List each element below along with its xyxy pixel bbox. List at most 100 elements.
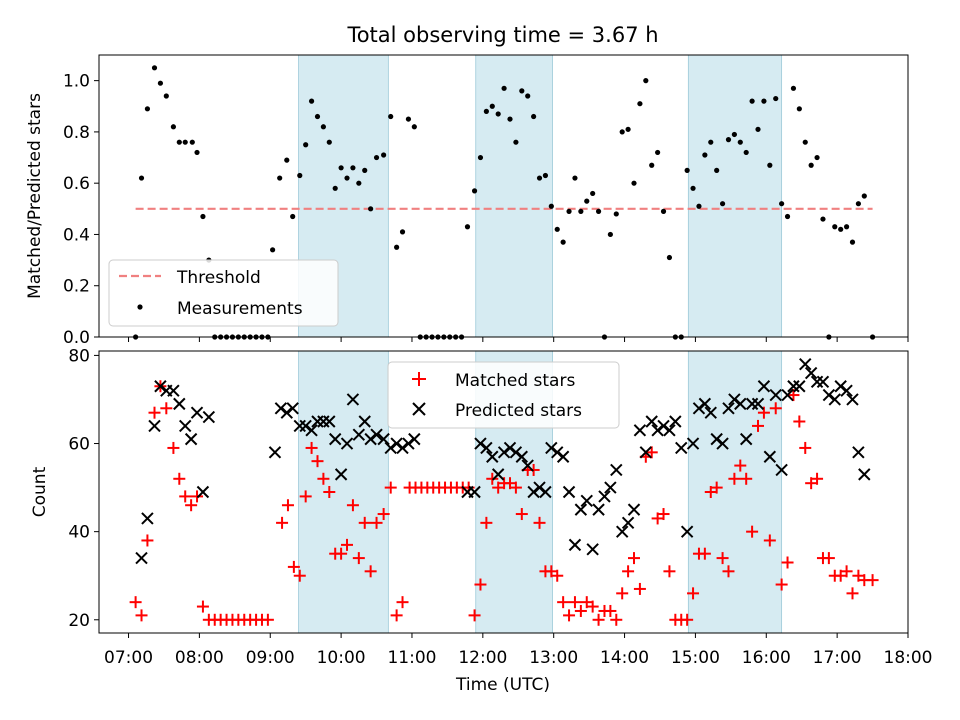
x-tick-label: 18:00: [884, 648, 933, 668]
y-tick-label: 40: [68, 523, 90, 543]
measurement-point: [542, 172, 549, 179]
x-tick-label: 07:00: [104, 648, 153, 668]
measurement-point: [536, 175, 543, 181]
matched-stars-point: [840, 565, 853, 578]
predicted-stars-point: [810, 375, 824, 389]
measurement-point: [702, 152, 708, 158]
predicted-stars-point: [545, 441, 558, 455]
bottom-plot-frame: [98, 350, 909, 634]
matched-stars-point: [781, 556, 794, 569]
predicted-stars-point: [858, 468, 871, 481]
x-tick-label: 10:00: [317, 648, 366, 668]
predicted-stars-point: [739, 432, 753, 446]
matched-stars-point: [261, 613, 274, 626]
predicted-stars-point: [328, 432, 342, 446]
predicted-stars-point: [568, 538, 582, 552]
predicted-stars-point: [698, 397, 712, 411]
predicted-stars-point: [799, 358, 812, 371]
matched-stars-point: [628, 552, 641, 565]
top-y-ticks: 0.0 0.2 0.4 0.6 0.8 1.0: [63, 72, 99, 348]
predicted-stars-point: [592, 503, 605, 516]
measurement-point: [796, 106, 802, 112]
measurement-point: [725, 137, 732, 143]
matched-stars-point: [722, 565, 735, 578]
matched-stars-point: [568, 596, 581, 609]
measurement-point: [163, 93, 169, 99]
measurement-point: [660, 208, 667, 214]
matched-stars-point: [734, 459, 747, 472]
predicted-stars-point: [280, 406, 293, 419]
predicted-stars-point: [135, 551, 148, 565]
matched-stars-point: [305, 441, 318, 454]
y-tick-label: 20: [68, 611, 90, 631]
matched-stars-point: [563, 609, 576, 622]
matched-stars-point: [167, 441, 180, 454]
measurement-point: [338, 165, 344, 171]
predicted-stars-point: [196, 485, 210, 499]
matched-stars-point: [141, 534, 154, 547]
bottom-x-ticks: 07:00 08:00 09:00 10:00 11:00 12:00 13:00 14:00…: [104, 633, 933, 668]
matched-stars-point: [160, 402, 173, 415]
predicted-stars-point: [728, 393, 741, 406]
matched-stars-point: [616, 587, 629, 600]
matched-stars-point: [370, 516, 383, 529]
top-x-ticks: [128, 337, 909, 342]
measurement-point: [849, 239, 856, 245]
predicted-stars-point: [775, 463, 788, 477]
measurement-point: [779, 201, 785, 207]
predicted-stars-point: [179, 419, 192, 433]
predicted-stars-point: [390, 437, 403, 450]
measurement-point: [189, 139, 195, 145]
matched-stars-point: [687, 587, 700, 600]
measurement-point: [755, 126, 761, 132]
matched-stars-point: [822, 552, 835, 565]
shaded-interval: [687, 350, 783, 634]
measurement-point: [308, 98, 315, 104]
measurement-point: [320, 124, 326, 130]
bottom-y-ticks: 20 40 60 80: [68, 346, 99, 631]
predicted-stars-point: [734, 397, 747, 411]
predicted-stars-point: [751, 397, 765, 411]
predicted-stars-point: [377, 432, 390, 446]
matched-stars-point: [657, 508, 670, 521]
predicted-stars-point: [627, 503, 641, 516]
matched-stars-point: [293, 569, 306, 582]
matched-stars-point: [480, 516, 493, 529]
predicted-stars-point: [384, 441, 397, 455]
legend-measurements-label: Measurements: [177, 299, 303, 319]
predicted-stars-point: [468, 485, 481, 499]
measurement-point: [356, 180, 362, 186]
predicted-stars-point: [346, 393, 360, 406]
measurement-point: [584, 198, 590, 204]
measurement-point: [666, 254, 673, 261]
predicted-stars-point: [190, 406, 204, 419]
matched-stars-point: [377, 508, 390, 521]
matched-stars-point: [728, 472, 741, 485]
predicted-stars-point: [639, 446, 653, 459]
x-tick-label: 15:00: [671, 648, 720, 668]
shaded-interval: [475, 54, 553, 338]
predicted-stars-point: [704, 406, 717, 419]
measurement-point: [194, 149, 200, 156]
x-tick-label: 11:00: [387, 648, 436, 668]
measurement-point: [784, 213, 791, 220]
predicted-stars-point: [710, 432, 723, 446]
measurement-point: [138, 175, 145, 181]
predicted-stars-point: [633, 424, 647, 437]
predicted-stars-point: [722, 402, 735, 415]
measurement-point: [332, 185, 338, 191]
matched-stars-point: [610, 613, 623, 626]
measurement-point: [157, 80, 164, 86]
measurement-point: [578, 208, 584, 214]
matched-stars-series: [129, 380, 879, 626]
predicted-stars-point: [334, 468, 348, 481]
y-tick-label: 1.0: [63, 72, 90, 92]
predicted-stars-point: [651, 424, 664, 437]
predicted-stars-point: [828, 393, 841, 406]
measurement-point: [200, 213, 206, 220]
predicted-stars-point: [610, 463, 623, 477]
predicted-stars-point: [621, 516, 635, 530]
measurement-point: [362, 167, 368, 173]
measurement-point: [464, 224, 471, 230]
